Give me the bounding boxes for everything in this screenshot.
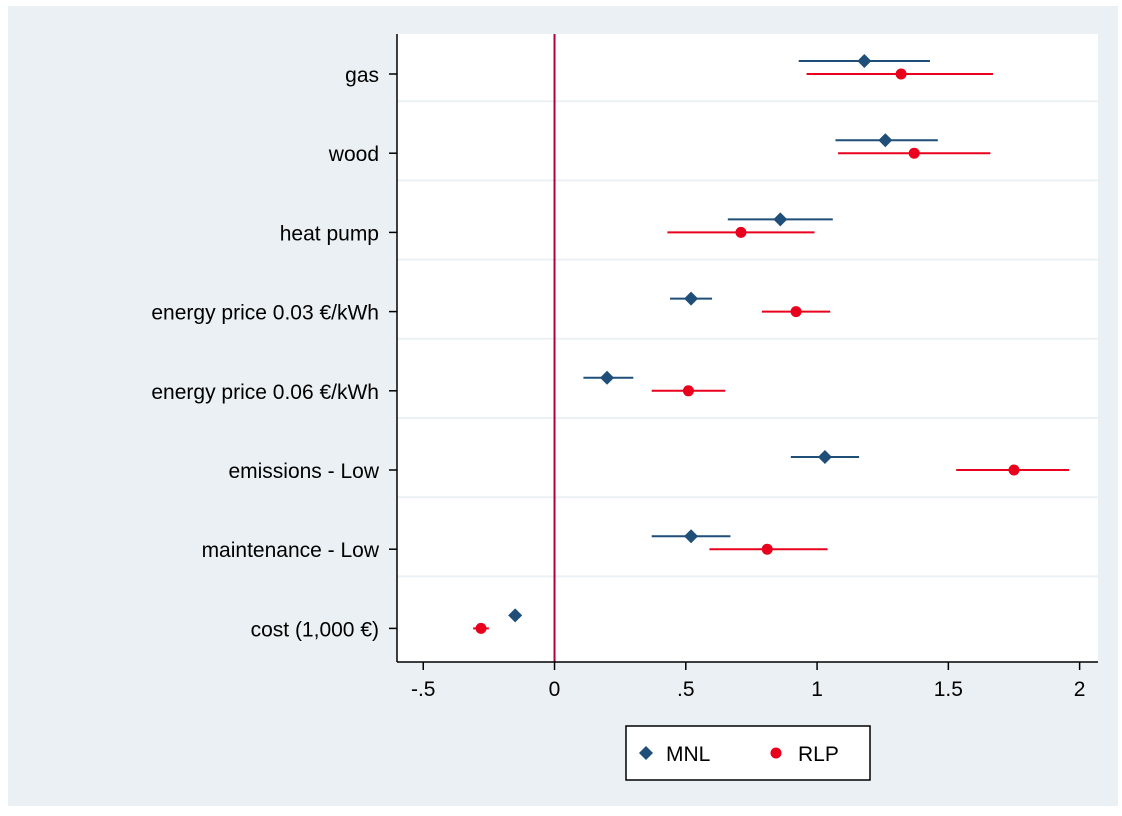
mnl-point-7 — [508, 608, 523, 623]
plot-area — [397, 34, 1098, 662]
rlp-point-6 — [761, 543, 773, 555]
category-label-6: maintenance - Low — [202, 539, 380, 562]
mnl-point-3 — [684, 291, 699, 306]
rlp-point-0 — [895, 68, 907, 80]
rlp-point-4 — [682, 385, 694, 397]
rlp-point-2 — [735, 226, 747, 238]
mnl-point-0 — [857, 54, 872, 68]
rlp-point-7 — [475, 622, 487, 634]
category-label-1: wood — [328, 143, 379, 166]
x-tick-label-0: -.5 — [411, 678, 436, 701]
legend: MNL RLP — [625, 725, 871, 781]
category-label-4: energy price 0.06 €/kWh — [151, 381, 379, 404]
mnl-point-5 — [817, 450, 832, 464]
legend-marker-rlp — [770, 747, 782, 759]
category-label-0: gas — [345, 64, 379, 87]
axes: gas wood heat pump energy price 0.03 €/kWh e… — [151, 34, 1098, 701]
legend-marker-mnl — [639, 746, 653, 760]
category-label-3: energy price 0.03 €/kWh — [151, 302, 379, 325]
category-label-2: heat pump — [280, 222, 379, 245]
legend-label-mnl: MNL — [666, 743, 710, 766]
data-layer — [473, 54, 1070, 634]
mnl-point-4 — [600, 370, 615, 385]
mnl-point-1 — [878, 133, 893, 148]
x-tick-label-4: 1.5 — [934, 678, 963, 701]
mnl-point-2 — [773, 212, 788, 227]
x-tick-label-3: 1 — [811, 678, 823, 701]
rlp-point-5 — [1008, 464, 1020, 476]
grid-lines — [397, 100, 1098, 578]
x-tick-label-1: 0 — [549, 678, 561, 701]
mnl-point-6 — [684, 529, 699, 544]
category-label-7: cost (1,000 €) — [251, 618, 379, 641]
rlp-point-1 — [908, 147, 920, 159]
legend-label-rlp: RLP — [798, 743, 839, 766]
legend-box — [625, 725, 871, 781]
rlp-point-3 — [790, 306, 802, 318]
x-tick-label-2: .5 — [677, 678, 695, 701]
x-tick-label-5: 2 — [1074, 678, 1086, 701]
category-label-5: emissions - Low — [228, 460, 379, 483]
